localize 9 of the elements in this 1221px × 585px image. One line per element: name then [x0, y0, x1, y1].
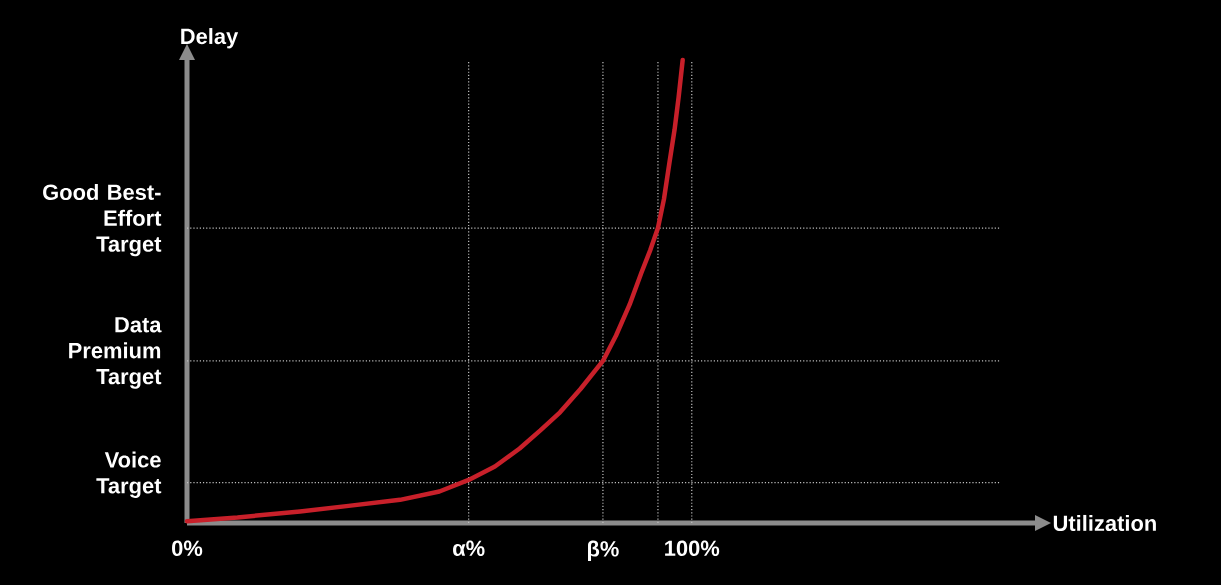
ref-line-label: Data Premium Target: [69, 317, 162, 389]
ref-line-label: Good Best-Effort Target: [43, 183, 162, 257]
ref-line-label: Voice Target: [96, 451, 162, 498]
x-axis-title: Utilization: [1053, 514, 1156, 532]
x-tick-label: α%: [453, 540, 485, 556]
x-tick-label: β%: [588, 540, 619, 561]
y-axis-title: Delay: [181, 28, 239, 49]
x-tick-label: 100%: [665, 540, 720, 557]
x-tick-label: 0%: [172, 540, 203, 557]
